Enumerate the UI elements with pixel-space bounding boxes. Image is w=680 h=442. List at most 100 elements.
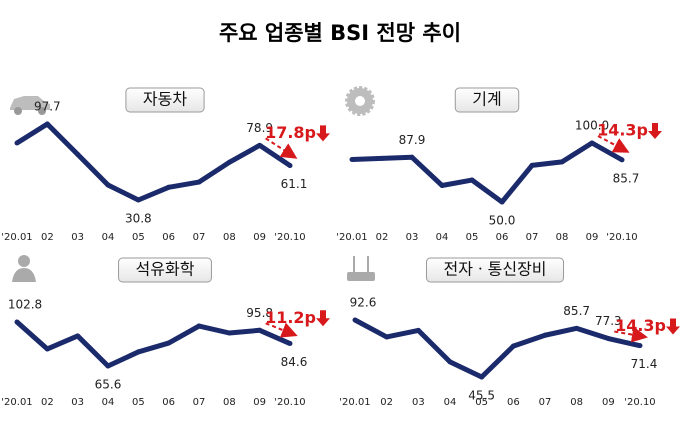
point [44, 121, 50, 127]
x-tick-label: 04 [444, 397, 457, 408]
point [447, 359, 453, 365]
point [226, 330, 232, 336]
x-tick-label: 06 [162, 232, 175, 243]
x-tick-label: 05 [475, 397, 488, 408]
x-tick-label: 09 [586, 232, 599, 243]
icon-gear [345, 86, 375, 116]
x-tick-label: 03 [71, 397, 84, 408]
x-tick-label: '20.01 [336, 232, 367, 243]
value-label: 65.6 [95, 378, 122, 392]
panel-title-box [118, 257, 212, 283]
panel-title-box [425, 257, 565, 283]
point [196, 323, 202, 329]
point [257, 327, 263, 333]
value-label: 102.8 [8, 298, 42, 312]
point [529, 162, 535, 168]
down-arrow-icon [648, 123, 662, 139]
x-tick-label: 05 [466, 232, 479, 243]
trend-arrow [597, 135, 630, 153]
x-tick-label: '20.10 [274, 232, 305, 243]
value-label: 78.9 [246, 121, 273, 135]
x-tick-label: 08 [556, 232, 569, 243]
down-arrow-icon [316, 125, 330, 142]
x-tick-label: 02 [376, 232, 389, 243]
panel-title: 전자ㆍ통신장비 [443, 260, 546, 279]
panel-title: 기계 [472, 90, 501, 109]
trend-arrow [265, 322, 298, 338]
point [166, 184, 172, 190]
value-label: 85.7 [563, 304, 590, 318]
point [379, 155, 385, 161]
x-tick-label: 09 [253, 397, 266, 408]
panel-title-box [125, 87, 205, 113]
x-tick-label: 08 [570, 397, 583, 408]
point [75, 151, 81, 157]
point [415, 327, 421, 333]
value-label: 92.6 [350, 296, 377, 310]
value-label: 100.0 [575, 119, 609, 133]
icon-person [12, 255, 36, 282]
panel-title-box [454, 87, 520, 113]
annotation: 17.8p [265, 123, 316, 142]
line [15, 320, 292, 369]
x-tick-label: 04 [436, 232, 449, 243]
point [542, 332, 548, 338]
trend-arrow [265, 137, 298, 159]
x-tick-label: 04 [102, 232, 115, 243]
value-label: 87.9 [399, 133, 426, 147]
x-tick-label: 03 [406, 232, 419, 243]
panel-title: 석유화학 [136, 260, 195, 279]
point [619, 157, 625, 163]
x-tick-label: 03 [412, 397, 425, 408]
point [135, 197, 141, 203]
value-label: 71.4 [631, 357, 658, 371]
line [15, 121, 292, 203]
x-tick-label: 06 [496, 232, 509, 243]
x-tick-label: 03 [71, 232, 84, 243]
value-label: 77.3 [595, 314, 622, 328]
x-tick-label: 08 [223, 397, 236, 408]
point [135, 349, 141, 355]
x-tick-label: 09 [602, 397, 615, 408]
x-tick-label: '20.10 [606, 232, 637, 243]
x-tick-label: 02 [380, 397, 393, 408]
x-tick-label: 02 [41, 397, 54, 408]
point [559, 159, 565, 165]
annotation: 14.3p [597, 121, 648, 140]
x-tick-label: '20.01 [339, 397, 370, 408]
point [510, 343, 516, 349]
value-label: 95.8 [246, 306, 273, 320]
x-tick-label: 06 [507, 397, 520, 408]
down-arrow-icon [316, 310, 330, 327]
annotation: 11.2p [265, 308, 316, 327]
value-label: 45.5 [468, 389, 495, 403]
x-tick-label: '20.01 [1, 232, 32, 243]
point [384, 334, 390, 340]
point [637, 343, 643, 349]
value-label: 97.7 [34, 100, 61, 114]
point [287, 341, 293, 347]
point [287, 163, 293, 169]
point [349, 157, 355, 163]
value-label: 50.0 [489, 214, 516, 228]
x-tick-label: '20.01 [1, 397, 32, 408]
x-tick-label: 09 [253, 232, 266, 243]
x-tick-label: 06 [162, 397, 175, 408]
point [105, 363, 111, 369]
point [196, 179, 202, 185]
point [166, 340, 172, 346]
x-tick-label: 07 [193, 232, 206, 243]
x-tick-label: '20.10 [624, 397, 655, 408]
x-tick-label: 05 [132, 397, 145, 408]
value-label: 30.8 [125, 212, 152, 226]
x-tick-label: '20.10 [274, 397, 305, 408]
point [226, 159, 232, 165]
x-tick-label: 07 [526, 232, 539, 243]
x-tick-label: 08 [223, 232, 236, 243]
down-arrow-icon [666, 318, 680, 335]
point [257, 142, 263, 148]
point [479, 374, 485, 380]
icon-car [10, 96, 50, 115]
point [14, 140, 20, 146]
